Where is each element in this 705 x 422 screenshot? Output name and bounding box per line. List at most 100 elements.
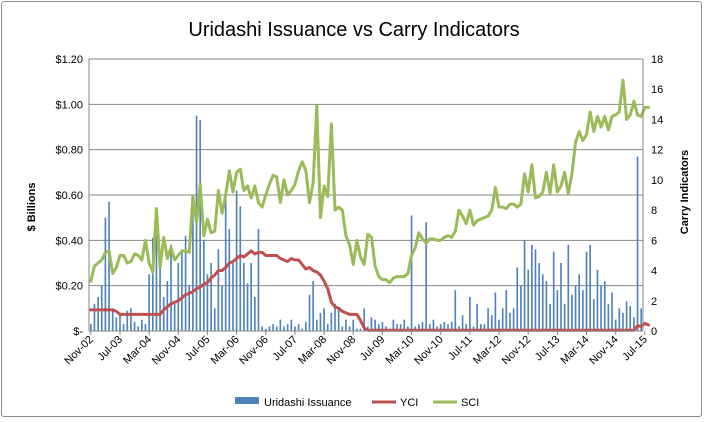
issuance-bar	[264, 328, 267, 331]
issuance-bar	[159, 251, 161, 331]
issuance-bar	[330, 312, 333, 331]
issuance-bar	[279, 319, 282, 331]
issuance-bar	[498, 319, 500, 331]
issuance-bar	[290, 319, 293, 331]
issuance-bar	[246, 283, 249, 331]
issuance-bar	[560, 263, 562, 331]
left-tick-label: $0.80	[55, 145, 83, 157]
x-tick-label: Mar-14	[559, 334, 592, 367]
issuance-bar	[326, 324, 329, 331]
issuance-bar	[640, 308, 642, 331]
x-tick-label: Mar-06	[209, 334, 242, 367]
issuance-bar	[108, 201, 110, 331]
issuance-bar	[582, 290, 584, 331]
issuance-bar	[90, 324, 92, 331]
issuance-bar	[501, 308, 504, 331]
issuance-bar	[381, 321, 384, 331]
issuance-bar	[374, 319, 376, 331]
issuance-bar	[100, 285, 103, 331]
issuance-bar	[217, 249, 220, 331]
issuance-bar	[268, 326, 271, 331]
issuance-bar	[239, 206, 242, 331]
issuance-bar	[622, 312, 624, 331]
right-tick-label: 10	[651, 175, 663, 187]
issuance-bar	[490, 315, 493, 331]
issuance-bar	[472, 326, 475, 331]
issuance-bar	[494, 292, 497, 331]
issuance-bar	[399, 324, 402, 331]
issuance-bar	[479, 324, 482, 331]
issuance-bar	[611, 292, 613, 331]
x-tick-label: Nov-06	[237, 334, 271, 368]
legend-swatch-issuance	[235, 397, 259, 404]
sci-line	[89, 78, 650, 285]
issuance-bar	[410, 215, 413, 331]
issuance-bar	[221, 285, 223, 331]
left-tick-label: $1.20	[55, 54, 83, 66]
issuance-bar	[603, 281, 606, 331]
issuance-bar	[133, 321, 136, 331]
issuance-bar	[130, 308, 132, 331]
issuance-bar	[425, 222, 427, 331]
issuance-bar	[520, 285, 522, 331]
x-tick-label: Mar-10	[384, 334, 417, 367]
right-tick-label: 2	[651, 296, 657, 308]
issuance-bar	[418, 324, 420, 331]
issuance-bar	[173, 303, 176, 331]
issuance-bar	[454, 290, 457, 331]
issuance-bar	[571, 294, 573, 331]
issuance-bar	[596, 269, 599, 331]
issuance-bar	[162, 297, 165, 331]
issuance-bar	[443, 321, 446, 331]
issuance-bar	[436, 326, 438, 331]
issuance-bar	[148, 274, 150, 331]
left-tick-label: $0.40	[55, 235, 83, 247]
issuance-bar	[305, 321, 307, 331]
issuance-bar	[206, 274, 209, 331]
issuance-bar	[301, 328, 304, 331]
issuance-bar	[567, 244, 570, 331]
issuance-bar	[385, 326, 387, 331]
issuance-bar	[337, 308, 340, 331]
issuance-bar	[297, 324, 300, 331]
issuance-bar	[359, 328, 362, 331]
chart-title: Uridashi Issuance vs Carry Indicators	[188, 19, 519, 41]
right-tick-label: 0	[651, 326, 657, 338]
right-tick-label: 14	[651, 114, 663, 126]
issuance-bar	[377, 324, 380, 331]
left-axis-label: $ Billions	[26, 183, 38, 232]
issuance-bar	[636, 156, 639, 331]
legend-label-sci: SCI	[461, 397, 479, 409]
left-tick-label: $0.20	[55, 281, 83, 293]
x-tick-label: Nov-10	[412, 334, 446, 368]
right-tick-label: 8	[651, 205, 657, 217]
indicator-lines	[89, 78, 650, 332]
right-axis-label: Carry Indicators	[679, 150, 691, 234]
issuance-bar	[137, 326, 140, 331]
issuance-bar	[589, 244, 591, 331]
issuance-bar	[516, 267, 519, 331]
issuance-bar	[199, 120, 201, 331]
issuance-bar	[122, 324, 125, 331]
issuance-bar	[97, 297, 99, 331]
issuance-bar	[556, 290, 559, 331]
issuance-bar	[151, 238, 154, 331]
issuance-bar	[527, 269, 530, 331]
issuance-bar	[334, 303, 336, 331]
issuance-bar	[224, 195, 227, 331]
legend-label-issuance: Uridashi Issuance	[264, 397, 351, 409]
issuance-bar	[126, 310, 129, 331]
issuance-bar	[155, 229, 158, 331]
issuance-bar	[447, 324, 449, 331]
x-tick-label: Nov-02	[62, 334, 96, 368]
issuance-bar	[458, 326, 460, 331]
issuance-bar	[549, 303, 551, 331]
issuance-bar	[177, 263, 180, 331]
issuance-bar	[235, 190, 238, 331]
issuance-bar	[512, 308, 515, 331]
issuance-bar	[483, 324, 486, 331]
issuance-bar	[585, 251, 588, 331]
issuance-bar	[414, 326, 417, 331]
issuance-bar	[104, 217, 107, 331]
